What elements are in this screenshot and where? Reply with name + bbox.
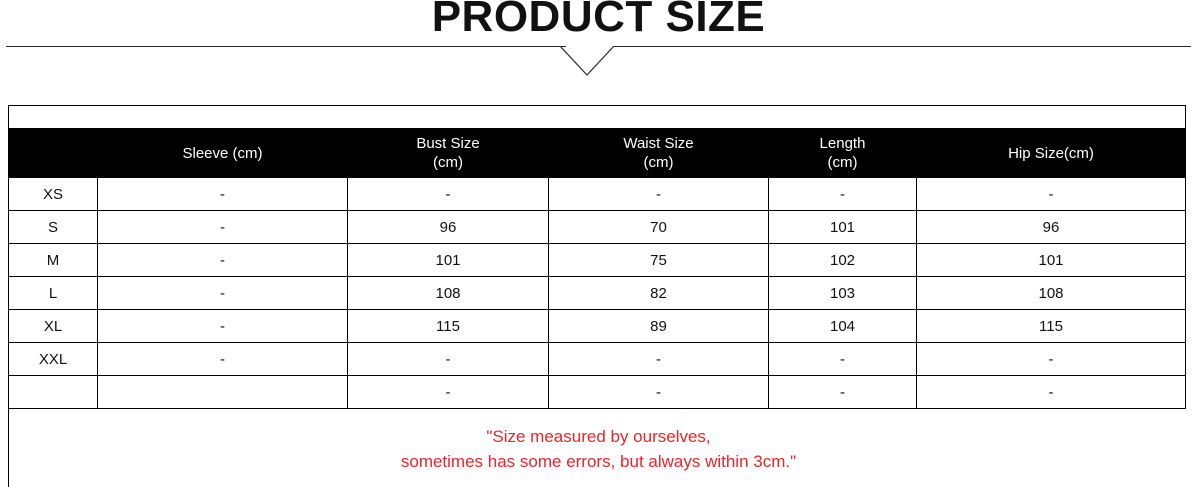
v-notch-icon (560, 46, 614, 76)
column-header-length-line1: Length (819, 135, 866, 152)
cell-sleeve: - (97, 177, 348, 211)
size-disclaimer-line-2: sometimes has some errors, but always wi… (400, 452, 797, 471)
cell-size: XXL (8, 342, 98, 376)
page-title: PRODUCT SIZE (431, 0, 766, 41)
cell-bust: 115 (347, 309, 549, 343)
spacer-cell (347, 105, 549, 129)
cell-bust: - (347, 342, 549, 376)
cell-waist: 70 (548, 210, 769, 244)
cell-sleeve: - (97, 342, 348, 376)
table-header-row: Sleeve (cm) Bust Size (cm) Waist Size (c… (8, 128, 1186, 178)
cell-waist: - (548, 177, 769, 211)
cell-size (8, 375, 98, 409)
cell-waist: 82 (548, 276, 769, 310)
cell-bust: 96 (347, 210, 549, 244)
spacer-cell (97, 105, 348, 129)
cell-length: 103 (768, 276, 917, 310)
header-rule-left (6, 46, 566, 47)
column-header-waist-line1: Waist Size (623, 135, 694, 152)
column-header-bust: Bust Size (cm) (347, 128, 549, 178)
table-spacer-row (8, 105, 1186, 129)
table-row: M -101 75 102 101 (8, 243, 1186, 277)
cell-hip: - (916, 375, 1186, 409)
cell-waist: 75 (548, 243, 769, 277)
column-header-bust-line1: Bust Size (416, 135, 480, 152)
cell-bust: - (347, 177, 549, 211)
column-header-hip: Hip Size(cm) (916, 128, 1186, 178)
cell-length: 102 (768, 243, 917, 277)
table-row: ---- (8, 375, 1186, 409)
cell-hip: - (916, 177, 1186, 211)
cell-size: XS (8, 177, 98, 211)
cell-size: S (8, 210, 98, 244)
cell-length: - (768, 342, 917, 376)
spacer-cell (768, 105, 917, 129)
cell-bust: - (347, 375, 549, 409)
cell-sleeve: - (97, 309, 348, 343)
header-rule-right (614, 46, 1191, 47)
cell-length: 101 (768, 210, 917, 244)
cell-hip: 115 (916, 309, 1186, 343)
table-head: Sleeve (cm) Bust Size (cm) Waist Size (c… (8, 105, 1186, 178)
table-left-edge-extension (8, 401, 9, 487)
cell-length: - (768, 375, 917, 409)
page-header: PRODUCT SIZE (0, 0, 1197, 100)
cell-hip: 101 (916, 243, 1186, 277)
cell-bust: 101 (347, 243, 549, 277)
cell-hip: 108 (916, 276, 1186, 310)
spacer-cell (8, 105, 98, 129)
cell-waist: - (548, 375, 769, 409)
cell-sleeve: - (97, 210, 348, 244)
column-header-waist: Waist Size (cm) (548, 128, 769, 178)
cell-waist: 89 (548, 309, 769, 343)
table-row: L -108 82 103 108 (8, 276, 1186, 310)
column-header-size (8, 128, 98, 178)
cell-size: XL (8, 309, 98, 343)
column-header-sleeve: Sleeve (cm) (97, 128, 348, 178)
table-row: XS - - - - - (8, 177, 1186, 211)
cell-size: M (8, 243, 98, 277)
cell-hip: 96 (916, 210, 1186, 244)
cell-length: 104 (768, 309, 917, 343)
cell-length: - (768, 177, 917, 211)
spacer-cell (548, 105, 769, 129)
column-header-bust-line2: (cm) (433, 154, 463, 171)
cell-sleeve: - (97, 276, 348, 310)
cell-sleeve (97, 375, 348, 409)
table-row: XL -115 89 104 115 (8, 309, 1186, 343)
table-row: S -96 70 101 96 (8, 210, 1186, 244)
cell-sleeve: - (97, 243, 348, 277)
cell-hip: - (916, 342, 1186, 376)
column-header-length-line2: (cm) (827, 154, 858, 171)
size-disclaimer-line-1: "Size measured by ourselves, (486, 427, 711, 446)
table-body: XS - - - - - S -96 70 101 96 M -101 75 102 101 L -108 82 10… (8, 177, 1186, 409)
cell-size: L (8, 276, 98, 310)
size-disclaimer: "Size measured by ourselves, sometimes h… (0, 424, 1197, 474)
product-size-table: Sleeve (cm) Bust Size (cm) Waist Size (c… (8, 105, 1186, 409)
spacer-cell (916, 105, 1186, 129)
column-header-length: Length (cm) (768, 128, 917, 178)
table-row: XXL - - - - - (8, 342, 1186, 376)
cell-bust: 108 (347, 276, 549, 310)
column-header-waist-line2: (cm) (643, 154, 674, 171)
cell-waist: - (548, 342, 769, 376)
